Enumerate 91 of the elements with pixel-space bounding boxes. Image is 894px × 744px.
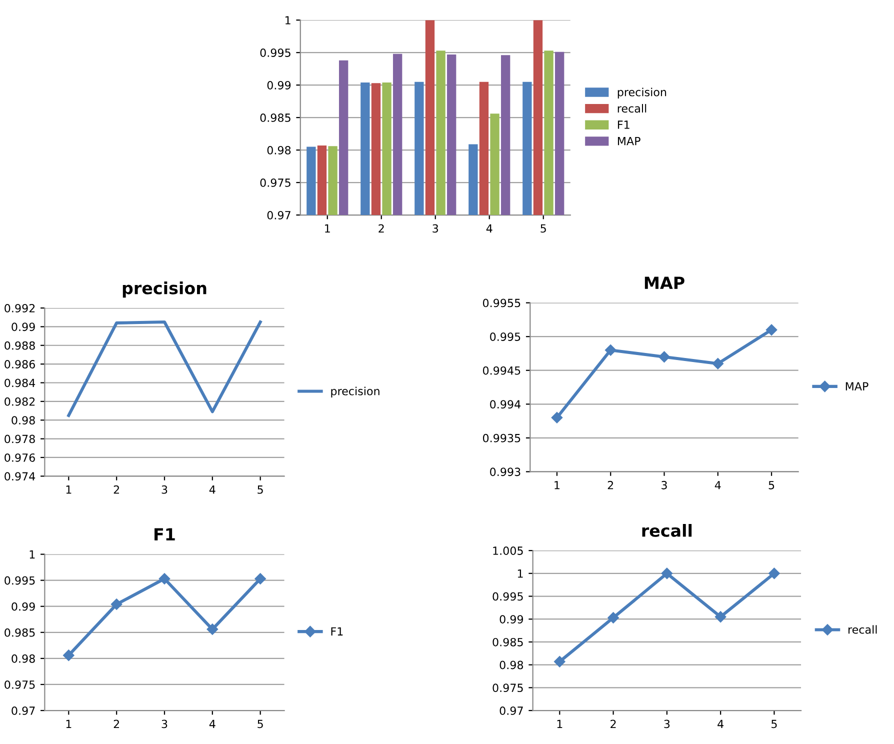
line-series (67, 320, 262, 417)
y-tick-label: 0.975 (492, 684, 523, 692)
y-tick-label: 0.995 (492, 592, 523, 601)
x-tick-label: 5 (540, 224, 546, 233)
y-tick-label: 0.99 (500, 615, 524, 624)
y-tick-label: 1 (30, 550, 35, 558)
point (661, 568, 673, 580)
y-tick-label: 0.984 (4, 378, 36, 388)
legend-label: MAP (618, 136, 640, 146)
x-tick-label: 4 (714, 481, 721, 490)
y-tick-label: 0.976 (4, 453, 35, 462)
point (712, 358, 724, 370)
legend-label: precision (331, 386, 380, 398)
x-tick-label: 3 (662, 480, 667, 490)
y-tick-label: 0.98 (267, 146, 291, 154)
y-tick-label: 1 (286, 16, 290, 24)
x-tick-label: 4 (486, 224, 492, 232)
y-tick-label: 0.982 (4, 397, 35, 406)
point (551, 412, 563, 424)
y-tick-label: 0.975 (260, 178, 290, 187)
x-tick-label: 1 (66, 720, 72, 728)
y-tick-label: 0.975 (4, 680, 35, 689)
x-tick-label: 4 (209, 720, 216, 728)
x-tick-label: 3 (162, 485, 168, 494)
legend-label: recall (618, 104, 646, 113)
y-tick-label: 0.9935 (482, 434, 520, 442)
point (254, 573, 266, 584)
y-tick-label: 1 (518, 570, 523, 578)
y-tick-label: 0.993 (490, 468, 520, 476)
x-tick-label: 4 (718, 720, 724, 728)
y-tick-label: 0.9955 (482, 298, 520, 308)
chart-title: recall (642, 524, 692, 537)
point (714, 611, 726, 622)
x-tick-label: 5 (258, 486, 263, 494)
legend-label: F1 (331, 627, 343, 636)
y-tick-label: 0.99 (12, 322, 35, 332)
y-tick-label: 0.98 (12, 416, 35, 424)
point (766, 324, 778, 336)
y-tick-label: 1.005 (493, 546, 523, 555)
x-tick-label: 2 (114, 485, 119, 494)
x-tick-label: 2 (378, 224, 384, 232)
point (63, 650, 74, 661)
point (158, 573, 170, 584)
point (604, 344, 616, 356)
x-tick-label: 1 (554, 481, 560, 490)
y-tick-label: 0.99 (12, 602, 35, 611)
x-tick-label: 5 (258, 720, 263, 728)
x-tick-label: 2 (114, 720, 119, 728)
point (768, 568, 780, 580)
x-tick-label: 3 (664, 720, 670, 728)
legend-label: MAP (846, 382, 868, 390)
x-tick-label: 1 (325, 224, 330, 232)
y-tick-label: 0.988 (4, 341, 35, 350)
y-tick-label: 0.995 (490, 332, 520, 341)
y-tick-label: 0.97 (267, 210, 290, 220)
x-tick-label: 3 (162, 720, 168, 728)
y-tick-label: 0.985 (4, 628, 35, 637)
point (608, 612, 619, 624)
x-tick-label: 1 (66, 486, 72, 494)
y-tick-label: 0.97 (12, 706, 35, 715)
legend-label: F1 (618, 120, 630, 129)
x-tick-label: 4 (209, 486, 216, 494)
legend-label: recall (848, 625, 877, 634)
x-tick-label: 1 (557, 720, 562, 728)
legend-label: precision (618, 88, 666, 98)
chart-title: F1 (154, 528, 175, 540)
y-tick-label: 0.985 (260, 114, 290, 122)
y-tick-label: 0.994 (490, 400, 520, 409)
x-tick-label: 5 (772, 720, 777, 728)
y-tick-label: 0.985 (492, 638, 523, 646)
y-tick-label: 0.995 (4, 576, 35, 585)
y-tick-label: 0.978 (4, 434, 35, 444)
y-tick-label: 0.992 (4, 304, 35, 312)
y-tick-label: 0.97 (500, 706, 523, 715)
chart-title: precision (122, 281, 206, 298)
y-tick-label: 0.9945 (482, 366, 520, 375)
point (110, 598, 122, 610)
y-tick-label: 0.974 (4, 472, 36, 481)
y-tick-label: 0.995 (260, 48, 290, 57)
chart-title: MAP (644, 276, 684, 289)
point (554, 656, 566, 668)
y-tick-label: 0.986 (4, 360, 35, 368)
point (206, 624, 218, 635)
y-tick-label: 0.98 (500, 660, 524, 670)
y-tick-label: 0.98 (12, 654, 35, 663)
x-tick-label: 5 (768, 481, 774, 490)
point (658, 351, 670, 362)
x-tick-label: 3 (432, 224, 438, 233)
y-tick-label: 0.99 (267, 81, 291, 90)
x-tick-label: 2 (608, 480, 614, 490)
x-tick-label: 2 (610, 720, 616, 728)
